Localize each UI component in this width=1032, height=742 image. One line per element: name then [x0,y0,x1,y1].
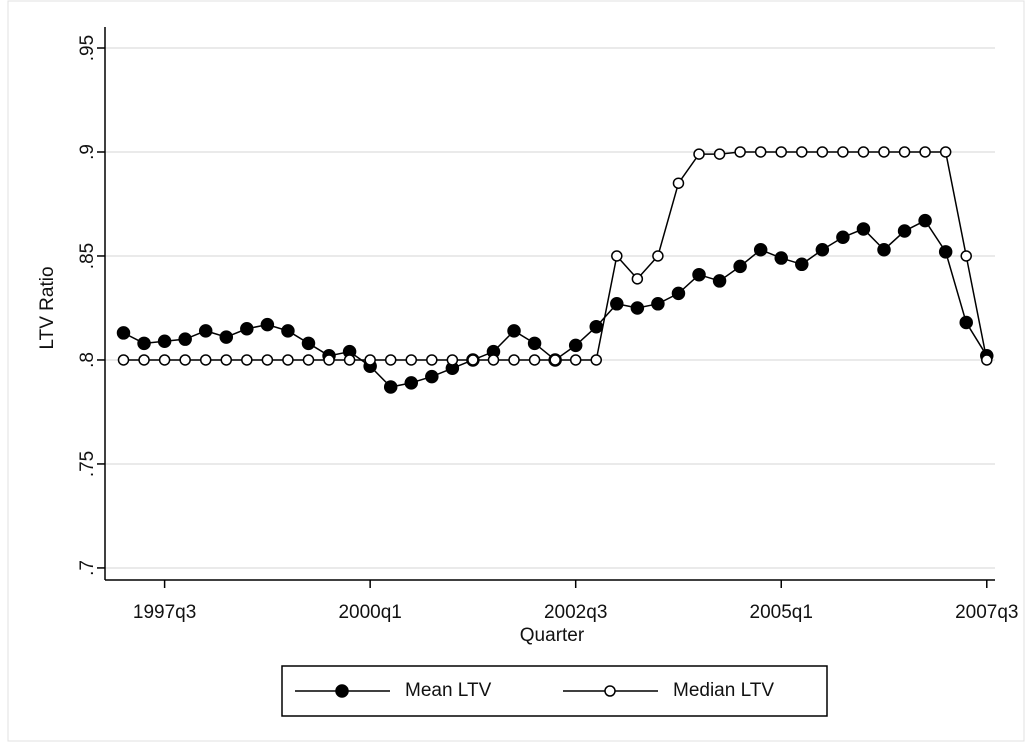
y-tick-label: .95 [77,35,98,61]
point [610,297,624,311]
y-tick-label: .7 [77,560,98,576]
point [549,354,561,366]
point [302,354,315,366]
point [116,326,131,340]
point [919,146,931,158]
y-tick-label: .85 [77,243,98,269]
point [199,354,212,366]
point [301,336,316,351]
y-tick-label: .8 [77,352,98,368]
point [281,324,295,338]
point [178,332,192,346]
point [261,354,274,366]
point [157,334,172,348]
point [775,146,787,158]
legend-marker [335,684,349,698]
point [630,301,645,315]
point [713,148,726,160]
point [569,354,582,366]
point [426,354,438,366]
point [836,230,850,245]
point [198,324,213,338]
point [815,242,830,257]
x-tick-label: 1997q3 [133,602,196,623]
point [796,146,808,158]
y-tick-label: .75 [77,451,98,477]
point [589,319,603,334]
y-axis-title: LTV Ratio [37,266,58,349]
point [343,354,356,366]
point [446,354,459,366]
point [384,354,397,366]
x-tick-label: 2000q1 [338,602,401,623]
point [754,146,767,158]
x-tick-label: 2005q1 [750,602,813,623]
point [898,146,911,158]
point [693,148,705,160]
point [959,315,973,330]
point [712,274,727,288]
point [672,177,685,189]
point [507,324,521,338]
legend-marker [604,685,616,697]
point [527,336,542,351]
point [487,354,500,366]
point [816,146,829,158]
point [425,369,439,384]
x-axis-title: Quarter [520,625,585,646]
point [939,146,952,158]
point [733,259,747,274]
point [219,330,234,344]
point [568,338,583,353]
point [878,146,890,158]
point [981,354,993,366]
point [282,354,294,366]
x-tick-label: 2007q3 [955,602,1018,623]
point [692,267,706,282]
point [938,245,953,259]
point [857,146,870,158]
point [467,354,479,366]
legend-label: Median LTV [673,680,774,701]
point [137,336,151,351]
point [241,354,253,366]
point [652,250,664,262]
point [260,317,275,332]
point [404,376,419,390]
point [240,322,254,336]
point [364,354,376,366]
point [734,146,746,158]
point [158,354,171,366]
point [897,224,912,238]
point [918,213,932,228]
point [323,354,335,366]
point [877,242,891,257]
point [138,354,150,366]
y-tick-label: .9 [77,144,98,160]
frame [7,0,1025,742]
point [117,354,130,366]
x-tick-label: 2002q3 [544,602,607,623]
point [856,222,871,236]
point [405,354,418,366]
point [611,250,623,262]
point [590,354,602,366]
point [179,354,191,366]
point [753,242,768,257]
legend-label: Mean LTV [405,680,492,701]
point [795,257,809,272]
point [383,380,398,394]
point [651,297,665,311]
point [220,354,233,366]
point [671,286,686,301]
point [508,354,520,366]
point [528,354,541,366]
point [774,251,788,265]
point [960,250,972,262]
point [837,146,849,158]
point [631,273,644,285]
